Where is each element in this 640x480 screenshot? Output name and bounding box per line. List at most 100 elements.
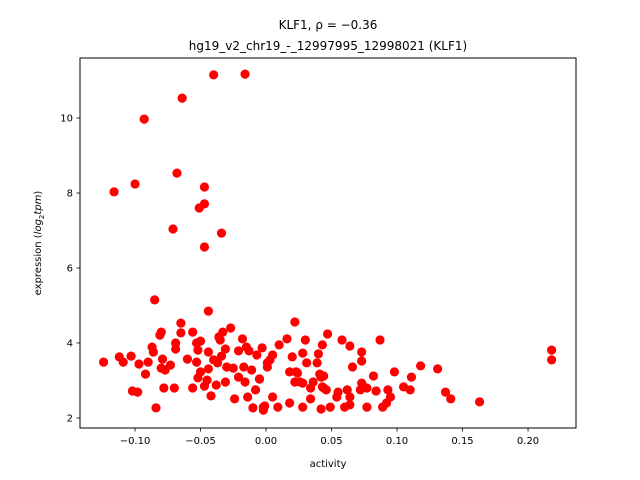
data-point — [229, 394, 240, 404]
data-point — [247, 365, 257, 375]
data-point — [375, 335, 385, 345]
data-point — [298, 402, 308, 412]
data-point — [150, 295, 160, 305]
data-point — [319, 371, 329, 381]
data-point — [191, 357, 202, 367]
data-point — [257, 343, 267, 353]
data-point — [345, 341, 355, 351]
data-point — [337, 335, 347, 345]
data-point — [218, 327, 228, 337]
data-point — [274, 340, 284, 350]
data-point — [216, 351, 227, 361]
data-point — [317, 340, 327, 350]
chart-title-line-1: KLF1, ρ = −0.36 — [279, 18, 378, 32]
x-tick-label: 0.10 — [386, 436, 408, 447]
data-point — [134, 359, 144, 369]
data-point — [193, 373, 203, 383]
data-point — [199, 182, 210, 192]
x-tick-label: 0.05 — [320, 436, 342, 447]
data-point — [118, 357, 128, 367]
data-point — [248, 403, 258, 413]
data-point — [157, 354, 168, 364]
data-point — [237, 334, 248, 344]
data-point — [98, 357, 109, 367]
data-point — [265, 355, 275, 365]
data-point — [323, 329, 333, 339]
y-label-close: ) — [33, 191, 44, 195]
data-point — [416, 361, 426, 371]
data-point — [345, 400, 355, 410]
data-point — [302, 358, 312, 368]
data-point — [547, 345, 557, 355]
y-axis: 2 4 6 8 10 — [60, 113, 80, 424]
data-point — [254, 374, 265, 384]
x-tick-label: −0.05 — [185, 436, 216, 447]
data-point — [139, 114, 149, 124]
data-point — [176, 328, 186, 338]
data-point — [194, 203, 204, 213]
data-point — [133, 387, 143, 397]
data-point — [126, 351, 136, 361]
data-point — [203, 306, 213, 316]
chart-title-line-2: hg19_v2_chr19_-_12997995_12998021 (KLF1) — [189, 39, 467, 53]
data-point — [285, 398, 295, 408]
y-label-subscript: 2 — [38, 215, 46, 219]
data-point — [252, 350, 262, 360]
data-point — [355, 385, 365, 395]
data-point — [282, 334, 292, 344]
data-point — [287, 352, 297, 362]
data-point — [148, 347, 158, 357]
data-point — [159, 383, 169, 393]
data-point — [267, 392, 278, 402]
data-point — [345, 392, 355, 402]
data-point — [172, 168, 182, 178]
data-point — [381, 398, 392, 408]
data-point — [321, 385, 331, 395]
data-point — [216, 228, 227, 238]
data-point — [243, 392, 253, 402]
data-point — [313, 349, 324, 359]
x-axis-label: activity — [310, 459, 347, 470]
data-point — [406, 372, 417, 382]
x-tick-label: −0.10 — [120, 436, 151, 447]
data-point — [220, 344, 231, 354]
data-point — [176, 318, 186, 328]
data-point — [168, 224, 178, 234]
data-point — [308, 377, 318, 387]
data-point — [209, 70, 219, 80]
data-point — [215, 335, 225, 345]
data-point — [203, 347, 213, 357]
data-point — [240, 377, 250, 387]
data-point — [357, 347, 367, 357]
data-point — [325, 402, 335, 412]
data-point — [177, 93, 187, 103]
x-tick-label: 0.15 — [451, 436, 473, 447]
data-point — [440, 387, 451, 397]
y-tick-label: 6 — [67, 263, 73, 274]
data-point — [220, 377, 231, 387]
data-point — [206, 391, 216, 401]
data-point — [371, 386, 381, 396]
data-point — [250, 385, 261, 395]
data-point — [233, 372, 244, 382]
data-point — [140, 369, 151, 379]
data-point — [298, 348, 308, 358]
data-point — [332, 392, 342, 402]
data-point — [262, 362, 272, 372]
data-point — [169, 383, 179, 393]
data-point — [383, 385, 393, 395]
data-point — [300, 335, 310, 345]
data-point — [405, 385, 415, 395]
data-point — [182, 354, 193, 364]
data-point — [547, 355, 557, 365]
data-point — [195, 336, 206, 346]
data-point — [188, 383, 198, 393]
x-tick-label: 0.00 — [255, 436, 277, 447]
y-tick-label: 4 — [67, 338, 73, 349]
data-point — [342, 385, 352, 395]
data-point — [389, 367, 400, 377]
x-tick-label: 0.20 — [517, 436, 539, 447]
data-point — [258, 405, 269, 415]
data-point — [143, 357, 153, 367]
